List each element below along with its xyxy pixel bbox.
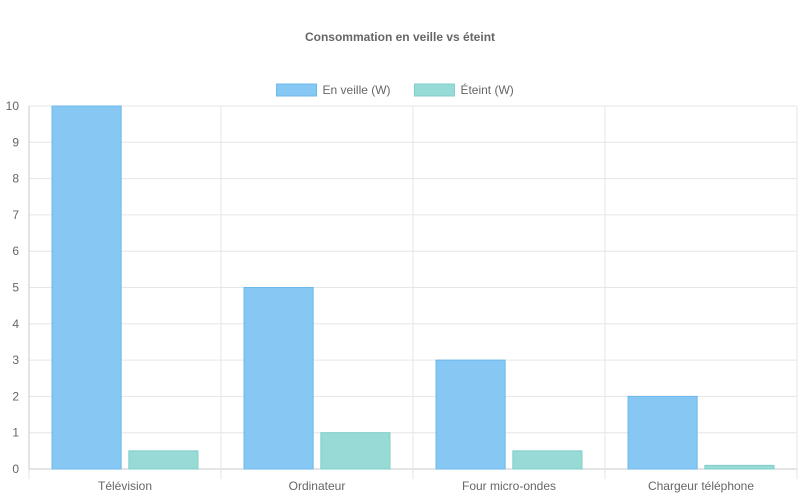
x-tick-label: Chargeur téléphone (648, 479, 754, 493)
legend-swatch-1[interactable] (413, 83, 455, 97)
y-tick-label: 7 (12, 208, 19, 222)
y-tick-label: 1 (12, 426, 19, 440)
bar-eteint-1 (320, 432, 391, 470)
y-tick-label: 4 (12, 317, 19, 331)
chart-title: Consommation en veille vs éteint (305, 30, 495, 44)
x-tick-label: Ordinateur (289, 479, 346, 493)
y-tick-label: 6 (12, 244, 19, 258)
axes: 0 1 2 3 4 5 6 7 8 9 10 Télévision Ordinateur Four mic… (6, 99, 755, 493)
x-tick-label: Four micro-ondes (462, 479, 556, 493)
y-tick-label: 10 (6, 99, 20, 113)
bar-eteint-3 (704, 464, 775, 470)
legend-label-1[interactable]: Éteint (W) (460, 82, 513, 97)
bars (51, 105, 775, 470)
bar-veille-2 (435, 359, 506, 470)
bar-veille-3 (627, 395, 698, 470)
bar-veille-1 (243, 287, 314, 470)
y-tick-label: 8 (12, 172, 19, 186)
legend-label-0[interactable]: En veille (W) (323, 83, 391, 97)
y-tick-label: 2 (12, 389, 19, 403)
bar-eteint-0 (128, 450, 199, 470)
legend-swatch-0[interactable] (276, 83, 318, 97)
bar-eteint-2 (512, 450, 583, 470)
x-tick-label: Télévision (98, 479, 152, 493)
legend: En veille (W) Éteint (W) (276, 82, 514, 97)
bar-veille-0 (51, 105, 122, 470)
y-tick-label: 5 (12, 281, 19, 295)
y-tick-label: 3 (12, 353, 19, 367)
y-tick-label: 0 (12, 462, 19, 476)
y-tick-label: 9 (12, 135, 19, 149)
